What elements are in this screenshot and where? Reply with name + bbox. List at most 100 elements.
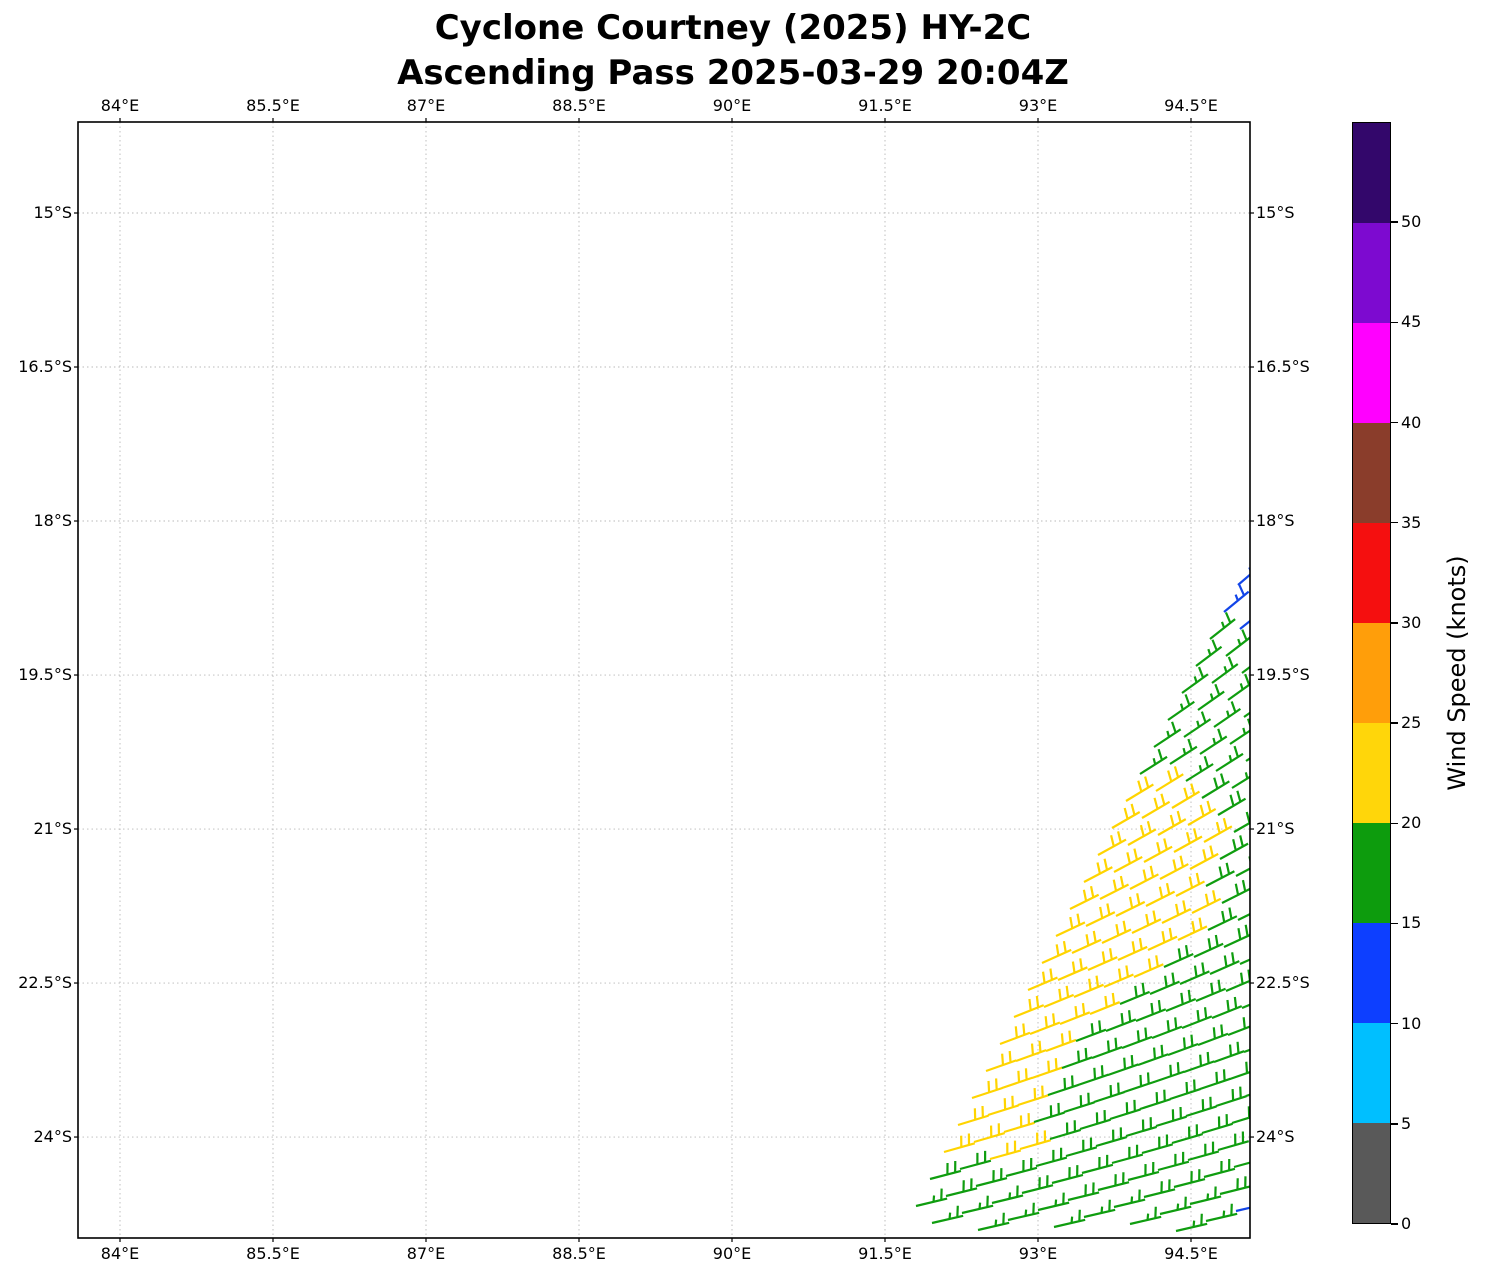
y-tick-label: 16.5°S <box>18 357 72 376</box>
wind-barb <box>1161 900 1192 924</box>
wind-barb <box>1241 646 1250 674</box>
wind-barb <box>1171 783 1201 809</box>
wind-barb <box>1127 820 1157 846</box>
colorbar-segment <box>1353 523 1390 623</box>
y-tick-label: 24°S <box>1256 1127 1295 1147</box>
wind-barb <box>1227 673 1250 701</box>
colorbar-tick-label: 10 <box>1401 1013 1422 1033</box>
wind-barb <box>1043 985 1075 1009</box>
colorbar-tick-mark <box>1391 822 1398 825</box>
wind-barb <box>1143 1179 1176 1199</box>
wind-barb <box>1217 1131 1250 1152</box>
wind-barb <box>1041 940 1072 965</box>
wind-barb <box>1119 982 1151 1006</box>
wind-barb <box>1153 1062 1185 1084</box>
wind-barb <box>1013 995 1045 1019</box>
wind-barb <box>1171 1124 1204 1145</box>
wind-barb <box>1031 1058 1063 1080</box>
axis-tick-marks <box>74 118 1254 1242</box>
wind-barb <box>1145 882 1176 907</box>
wind-barb <box>1231 1103 1250 1125</box>
wind-barb <box>1165 989 1197 1013</box>
chart-title-line1: Cyclone Courtney (2025) HY-2C <box>434 8 1032 48</box>
colorbar-tick-label: 25 <box>1401 713 1422 733</box>
colorbar-segment <box>1353 223 1390 323</box>
x-tick-label: 87°E <box>406 1244 446 1263</box>
y-tick-label: 15°S <box>33 203 72 222</box>
wind-barb <box>1217 790 1247 816</box>
wind-barb <box>1187 800 1217 826</box>
colorbar-tick-mark <box>1391 321 1398 324</box>
wind-barb <box>1053 1209 1086 1229</box>
wind-barb <box>1089 992 1121 1016</box>
colorbar-segment <box>1353 323 1390 423</box>
wind-barb <box>1185 1096 1217 1118</box>
wind-barb <box>1085 903 1116 927</box>
colorbar-tick-label: 20 <box>1401 813 1422 833</box>
x-tick-label: 87°E <box>406 96 446 115</box>
wind-barb <box>1159 1196 1192 1216</box>
wind-barb <box>1169 1079 1201 1101</box>
colorbar-tick-mark <box>1391 1223 1398 1225</box>
x-tick-label: 91.5°E <box>858 96 912 115</box>
wind-barb <box>1207 907 1238 931</box>
wind-barb <box>1167 1034 1199 1057</box>
wind-barb <box>943 1133 976 1154</box>
wind-barb <box>1001 1068 1033 1090</box>
x-tick-label: 85.5°E <box>246 96 300 115</box>
wind-barb <box>1087 948 1118 972</box>
wind-barb <box>1199 728 1228 755</box>
wind-barb <box>961 1195 994 1215</box>
wind-barb <box>929 1161 962 1181</box>
colorbar-segment <box>1353 1023 1390 1123</box>
colorbar-tick-mark <box>1391 1123 1398 1125</box>
colorbar-segment <box>1353 823 1390 923</box>
wind-barb <box>945 1178 978 1198</box>
wind-barb <box>1083 858 1113 883</box>
wind-barb <box>1123 1072 1155 1094</box>
wind-barb <box>1163 945 1194 969</box>
wind-barb <box>1097 1172 1130 1192</box>
colorbar-tick-label: 30 <box>1401 612 1422 632</box>
wind-barb <box>1215 1086 1247 1108</box>
wind-barb <box>1143 838 1173 863</box>
wind-barb <box>1047 1075 1079 1097</box>
wind-barb <box>1229 1059 1250 1081</box>
wind-barb <box>1007 1202 1040 1222</box>
wind-barb <box>1173 828 1203 853</box>
y-tick-label: 18°S <box>1256 511 1295 530</box>
wind-barb <box>1245 735 1250 762</box>
wind-barb <box>1107 1054 1139 1077</box>
wind-barb <box>1003 1113 1035 1134</box>
wind-barb <box>1183 711 1212 738</box>
wind-barb <box>1225 629 1250 657</box>
colorbar-segment <box>1353 723 1390 823</box>
wind-barb <box>1209 611 1236 640</box>
x-tick-label: 90°E <box>712 1244 752 1263</box>
wind-barb <box>1075 1020 1107 1043</box>
wind-barb <box>1155 766 1184 792</box>
x-tick-label: 84°E <box>100 1244 140 1263</box>
colorbar-segment <box>1353 423 1390 523</box>
y-tick-label: 18°S <box>33 511 72 530</box>
wind-barb <box>1221 879 1250 904</box>
plot-border <box>77 121 1251 1239</box>
x-tick-label: 84°E <box>100 96 140 115</box>
wind-barb <box>1071 930 1102 955</box>
wind-barb <box>975 1168 1008 1188</box>
y-tick-label: 19.5°S <box>18 665 72 684</box>
wind-barb <box>1205 862 1235 887</box>
wind-barb <box>1055 913 1086 937</box>
wind-barb <box>1137 1044 1169 1067</box>
colorbar-tick-mark <box>1391 722 1398 724</box>
wind-barb <box>1135 999 1167 1023</box>
wind-barb <box>1141 1134 1174 1155</box>
wind-barb <box>1223 584 1250 613</box>
wind-barb <box>1057 958 1088 982</box>
wind-barb <box>1235 1193 1250 1213</box>
wind-barb <box>957 1105 989 1127</box>
wind-barb <box>1113 1189 1146 1209</box>
wind-barb <box>1181 666 1209 694</box>
wind-barb <box>1045 1030 1077 1053</box>
